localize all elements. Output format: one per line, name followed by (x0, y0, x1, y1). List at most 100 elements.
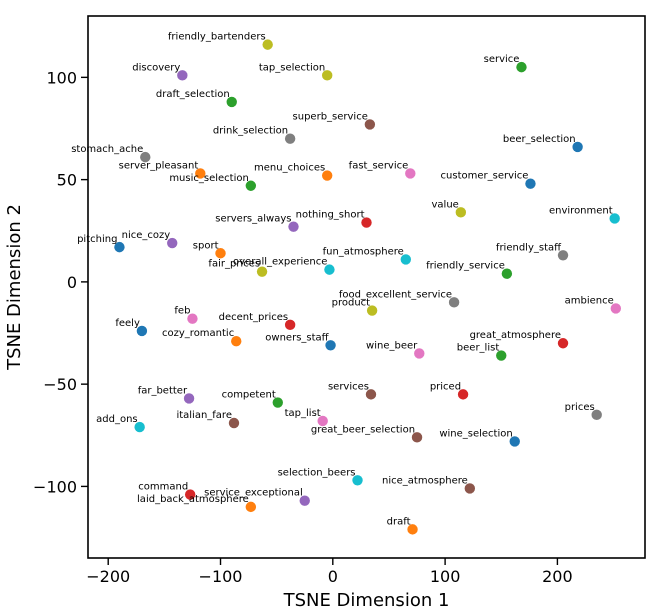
point-label: competent (222, 390, 276, 401)
point-label: feb (174, 306, 190, 317)
point-priced (457, 389, 469, 400)
point-label: stomach_ache (71, 144, 143, 155)
point-pitching (114, 241, 125, 253)
point-decent-prices (284, 319, 296, 331)
point-label: selection_beers (278, 467, 356, 478)
point-environment (609, 213, 620, 224)
point-service (516, 61, 527, 73)
point-label: add_ons (96, 414, 138, 425)
point-label: environment (549, 205, 613, 216)
point-label: owners_staff (265, 332, 329, 343)
x-tick-label: 200 (542, 567, 573, 586)
point-tap-list (317, 415, 328, 427)
point-label: food_excellent_service (339, 289, 452, 300)
point-label: service (484, 54, 520, 65)
point-far-better (183, 393, 195, 404)
point-label: superb_service (293, 111, 368, 122)
point-label: great_beer_selection (311, 424, 415, 435)
point-labels: friendly_bartenders tap_selection service d… (71, 32, 614, 528)
point-sport (215, 248, 226, 259)
point-drink-selection (284, 133, 296, 144)
point-label: fair_prices (208, 259, 260, 270)
point-label: nothing_short (296, 210, 365, 221)
point-label: product (332, 298, 371, 309)
point-customer-service (525, 178, 536, 189)
x-tick-label: −200 (86, 567, 130, 586)
point-service-exceptional (299, 495, 310, 506)
point-services (365, 389, 377, 400)
point-label: wine_beer (366, 340, 418, 351)
y-tick-label: −50 (43, 375, 77, 394)
point-label: draft_selection (156, 89, 230, 100)
point-friendly-service (501, 268, 513, 279)
point-label: fun_atmosphere (323, 246, 404, 257)
plot-frame (87, 15, 646, 559)
point-ambience (610, 303, 622, 314)
point-prices (591, 409, 602, 421)
y-tick-label: 0 (67, 273, 77, 292)
point-label: friendly_service (426, 261, 505, 272)
point-label: music_selection (169, 173, 249, 184)
point-label: customer_service (441, 171, 529, 182)
point-label: laid_back_atmosphere (137, 494, 249, 505)
point-draft-selection (226, 96, 237, 108)
point-label: far_better (138, 385, 188, 396)
point-label: nice_cozy (122, 230, 171, 241)
point-great-beer-selection (411, 432, 423, 443)
point-menu-choices (321, 170, 333, 181)
point-owners-staff (325, 340, 336, 351)
point-label: service_exceptional (204, 488, 303, 499)
x-tick-label: 100 (430, 567, 461, 586)
point-label: ambience (565, 295, 614, 306)
point-discovery (177, 70, 188, 81)
point-product (366, 305, 378, 316)
point-beer-selection (572, 141, 583, 153)
point-value (455, 207, 467, 218)
point-music-selection (245, 180, 257, 191)
point-feely (136, 325, 148, 337)
point-cozy-romantic (231, 336, 242, 347)
point-label: draft (387, 516, 411, 527)
point-selection-beers (352, 475, 363, 486)
point-label: prices (565, 402, 595, 413)
y-tick-label: −100 (33, 477, 77, 496)
scatter-points (114, 39, 622, 535)
point-label: beer_selection (503, 134, 576, 145)
point-label: overall_experience (233, 257, 327, 268)
point-stomach-ache (140, 151, 151, 163)
point-feb (187, 313, 198, 324)
point-nice-cozy (167, 237, 178, 249)
point-label: drink_selection (213, 126, 288, 137)
point-server-pleasant (195, 168, 206, 179)
point-draft (407, 524, 418, 535)
point-label: friendly_bartenders (168, 32, 266, 43)
point-label: discovery (132, 62, 180, 73)
point-label: tap_list (285, 408, 321, 419)
point-superb-service (364, 119, 376, 130)
y-tick-label: 50 (57, 171, 77, 190)
point-label: cozy_romantic (162, 328, 234, 339)
point-fast-service (405, 168, 416, 179)
point-label: tap_selection (259, 62, 325, 73)
point-servers-always (288, 221, 299, 232)
point-friendly-staff (557, 250, 569, 261)
point-label: friendly_staff (496, 242, 562, 253)
point-label: wine_selection (439, 428, 512, 439)
x-tick-label: −100 (199, 567, 243, 586)
point-label: pitching (77, 234, 117, 245)
point-tap-selection (321, 70, 333, 81)
point-label: server_pleasant (119, 160, 199, 171)
point-overall-experience (324, 264, 335, 275)
point-label: decent_prices (219, 312, 289, 323)
point-italian-fare (228, 417, 240, 429)
x-tick-label: 0 (328, 567, 338, 586)
point-label: sport (193, 240, 219, 251)
point-friendly-bartenders (262, 39, 273, 50)
point-label: menu_choices (254, 163, 325, 174)
point-command (184, 489, 196, 500)
axis-ticks: −200 −100 0 100 200 −100 −50 0 50 100 (33, 68, 573, 586)
point-add-ons (134, 421, 145, 433)
point-label: italian_fare (176, 410, 232, 421)
point-label: beer_list (457, 343, 500, 354)
